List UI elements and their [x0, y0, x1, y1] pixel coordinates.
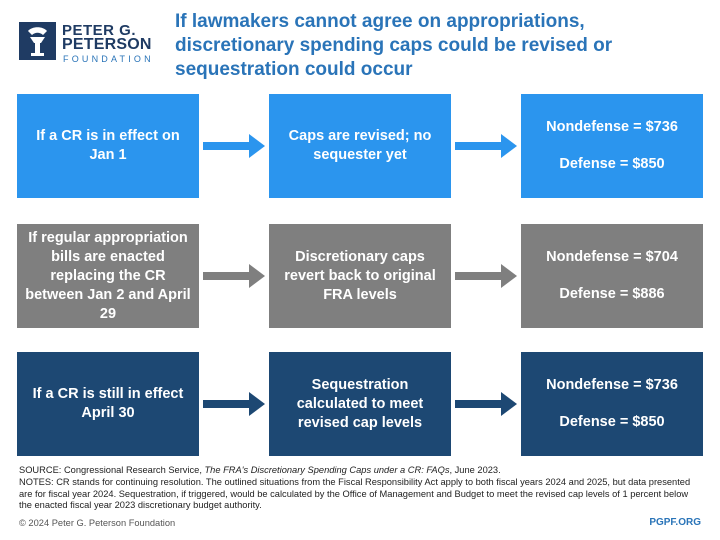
values-box-2: Nondefense = $704 Defense = $886 — [521, 224, 703, 328]
arrow-right-icon — [203, 392, 265, 416]
logo-text-foundation: FOUNDATION — [63, 54, 154, 64]
nondefense-value: Nondefense = $736 — [546, 377, 678, 393]
defense-value: Defense = $886 — [559, 286, 665, 302]
arrow-right-icon — [203, 264, 265, 288]
arrow-right-icon — [455, 134, 517, 158]
outcome-box-3: Sequestration calculated to meet revised… — [269, 352, 451, 456]
copyright: © 2024 Peter G. Peterson Foundation — [19, 518, 176, 528]
page-title: If lawmakers cannot agree on appropriati… — [175, 11, 613, 80]
source-title: The FRA's Discretionary Spending Caps un… — [204, 465, 450, 475]
source-suffix: , June 2023. — [449, 465, 501, 475]
website-link[interactable]: PGPF.ORG — [649, 517, 701, 528]
outcome-box-1: Caps are revised; no sequester yet — [269, 94, 451, 198]
outcome-box-2: Discretionary caps revert back to origin… — [269, 224, 451, 328]
values-box-3: Nondefense = $736 Defense = $850 — [521, 352, 703, 456]
arrow-right-icon — [455, 392, 517, 416]
nondefense-value: Nondefense = $736 — [546, 119, 678, 135]
defense-value: Defense = $850 — [559, 414, 665, 430]
arrow-right-icon — [455, 264, 517, 288]
condition-box-3: If a CR is still in effect April 30 — [17, 352, 199, 456]
defense-value: Defense = $850 — [559, 156, 665, 172]
condition-box-2: If regular appropriation bills are enact… — [17, 224, 199, 328]
arrow-right-icon — [203, 134, 265, 158]
torch-icon — [19, 22, 56, 60]
source-line: SOURCE: Congressional Research Service, … — [19, 465, 703, 477]
condition-box-1: If a CR is in effect on Jan 1 — [17, 94, 199, 198]
logo-text-surname: PETERSON — [62, 36, 152, 53]
nondefense-value: Nondefense = $704 — [546, 249, 678, 265]
notes-text: NOTES: CR stands for continuing resoluti… — [19, 476, 691, 511]
footer-notes: SOURCE: Congressional Research Service, … — [19, 465, 703, 512]
pgpf-logo: PETER G. PETERSON FOUNDATION — [19, 18, 159, 64]
logo-text-name: PETER G. — [62, 22, 137, 39]
values-box-1: Nondefense = $736 Defense = $850 — [521, 94, 703, 198]
source-prefix: SOURCE: Congressional Research Service, — [19, 465, 205, 475]
